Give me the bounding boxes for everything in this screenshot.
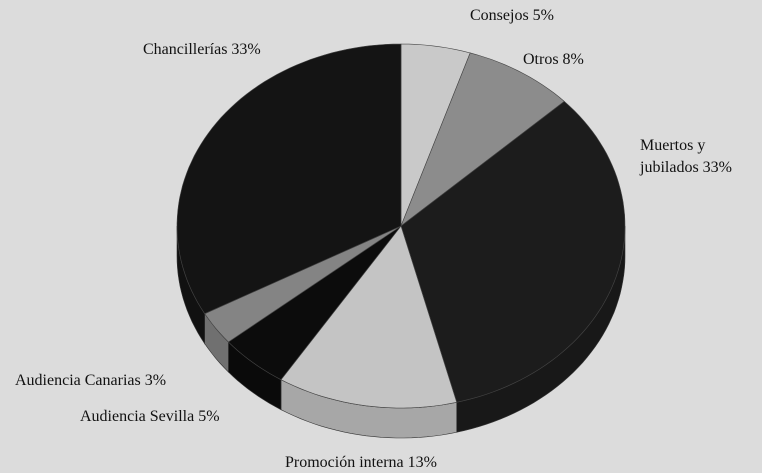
slice-label: Chancillerías 33% (143, 41, 261, 58)
slice-label: Consejos 5% (470, 7, 554, 24)
slice (204, 225, 402, 343)
slice (227, 225, 402, 381)
slice (176, 43, 402, 315)
slice (400, 101, 626, 403)
slice (400, 52, 565, 227)
slice (280, 225, 458, 409)
slice-label: Audiencia Sevilla 5% (80, 408, 220, 425)
slice-label: Muertos y (640, 137, 705, 154)
slice-label: Audiencia Canarias 3% (15, 372, 166, 389)
slice (400, 43, 471, 227)
slice-label: Promoción interna 13% (285, 454, 437, 471)
slice-label: Otros 8% (523, 51, 584, 68)
slice-label: jubilados 33% (639, 159, 732, 176)
